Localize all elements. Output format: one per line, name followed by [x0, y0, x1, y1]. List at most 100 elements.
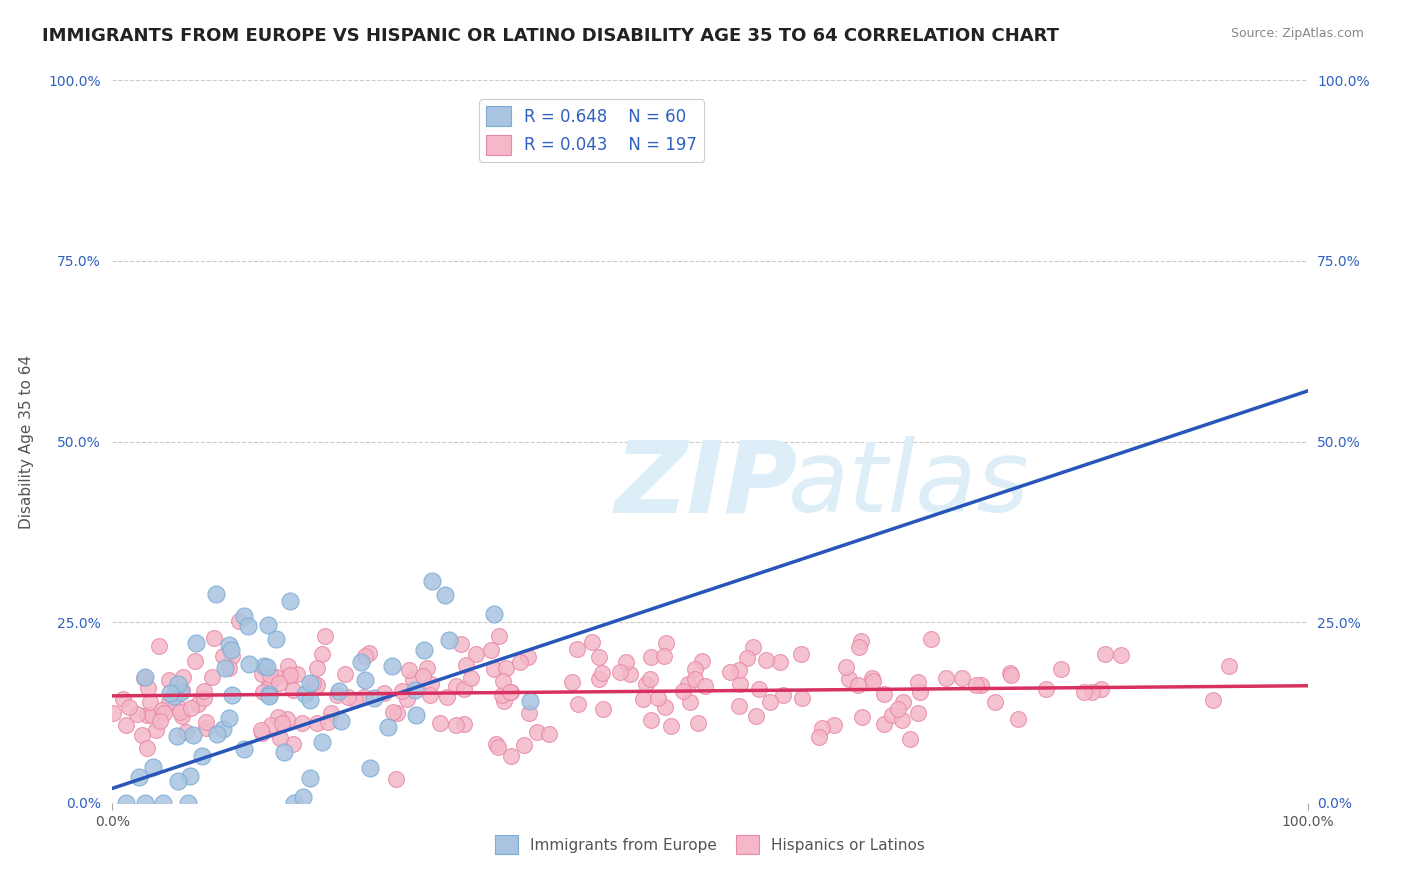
Point [194, 721, 217, 735]
Point [636, 677, 658, 691]
Legend: Immigrants from Europe, Hispanics or Latinos: Immigrants from Europe, Hispanics or Lat… [489, 830, 931, 860]
Point [519, 694, 541, 708]
Point [283, 796, 305, 810]
Point [252, 666, 274, 681]
Point [169, 705, 191, 719]
Point [984, 696, 1007, 710]
Point [218, 711, 240, 725]
Point [148, 639, 170, 653]
Point [257, 690, 280, 704]
Point [125, 706, 148, 721]
Point [851, 710, 873, 724]
Point [860, 671, 883, 685]
Point [271, 715, 294, 730]
Point [686, 716, 709, 731]
Point [228, 614, 250, 628]
Point [647, 691, 669, 706]
Point [1007, 712, 1029, 726]
Point [412, 642, 434, 657]
Point [380, 659, 402, 673]
Point [420, 574, 443, 588]
Point [488, 629, 510, 643]
Point [373, 685, 395, 699]
Point [187, 698, 209, 712]
Point [219, 643, 242, 657]
Point [748, 681, 770, 696]
Point [153, 706, 176, 721]
Point [218, 661, 240, 675]
Point [1073, 684, 1095, 698]
Point [640, 713, 662, 727]
Point [1035, 682, 1057, 697]
Point [1000, 665, 1022, 680]
Point [769, 656, 792, 670]
Point [236, 618, 259, 632]
Text: IMMIGRANTS FROM EUROPE VS HISPANIC OR LATINO DISABILITY AGE 35 TO 64 CORRELATION: IMMIGRANTS FROM EUROPE VS HISPANIC OR LA… [42, 27, 1059, 45]
Point [565, 641, 588, 656]
Point [249, 723, 271, 738]
Point [191, 749, 214, 764]
Point [269, 731, 291, 745]
Point [252, 684, 274, 698]
Point [128, 770, 150, 784]
Point [298, 676, 321, 690]
Point [907, 706, 929, 720]
Point [640, 650, 662, 665]
Point [1111, 648, 1133, 663]
Point [298, 693, 321, 707]
Point [285, 666, 308, 681]
Point [759, 695, 782, 709]
Point [260, 718, 283, 732]
Point [619, 667, 641, 681]
Point [652, 649, 675, 664]
Point [404, 683, 426, 698]
Point [499, 685, 522, 699]
Point [679, 696, 702, 710]
Point [591, 666, 613, 681]
Point [638, 673, 661, 687]
Point [145, 723, 167, 738]
Point [735, 650, 758, 665]
Point [101, 706, 124, 720]
Point [177, 796, 200, 810]
Point [416, 661, 439, 675]
Point [136, 681, 159, 695]
Point [267, 675, 290, 690]
Point [174, 725, 197, 739]
Point [267, 710, 290, 724]
Point [257, 680, 280, 694]
Point [437, 632, 460, 647]
Text: Source: ZipAtlas.com: Source: ZipAtlas.com [1230, 27, 1364, 40]
Point [950, 671, 973, 685]
Point [581, 635, 603, 649]
Text: atlas: atlas [787, 436, 1029, 533]
Point [499, 748, 522, 763]
Point [479, 643, 502, 657]
Point [221, 688, 243, 702]
Point [808, 730, 831, 744]
Point [152, 796, 174, 810]
Point [305, 716, 328, 731]
Point [1202, 693, 1225, 707]
Point [330, 714, 353, 729]
Point [118, 700, 141, 714]
Point [692, 654, 714, 668]
Point [114, 796, 136, 810]
Point [305, 661, 328, 675]
Point [305, 678, 328, 692]
Point [179, 769, 201, 783]
Point [1090, 682, 1112, 697]
Point [419, 677, 441, 691]
Point [204, 587, 226, 601]
Point [135, 708, 157, 723]
Point [377, 720, 399, 734]
Point [741, 640, 763, 654]
Point [381, 705, 404, 719]
Point [135, 741, 157, 756]
Point [678, 677, 700, 691]
Point [460, 671, 482, 685]
Point [253, 658, 276, 673]
Point [482, 607, 505, 622]
Point [485, 737, 508, 751]
Point [344, 693, 367, 707]
